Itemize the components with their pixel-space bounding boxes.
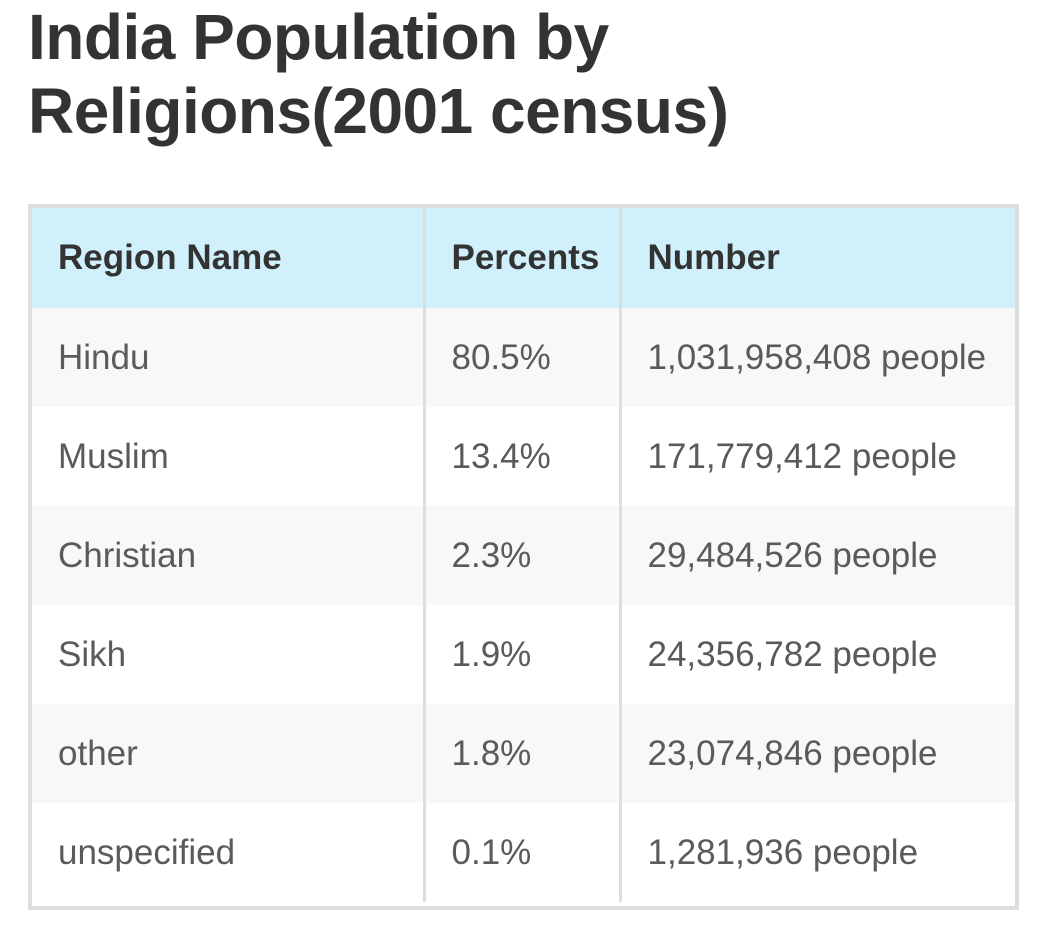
cell-number: 1,281,936 people xyxy=(647,832,919,872)
cell-percent: 13.4% xyxy=(424,407,622,506)
cell-number: 23,074,846 people xyxy=(647,733,938,773)
table-row: Christian 2.3% 29,484,526 people xyxy=(32,506,1015,605)
cell-region-name: unspecified xyxy=(32,803,426,902)
cell-percent: 1.8% xyxy=(424,704,622,803)
page-title-line-1: India Population by xyxy=(28,1,609,73)
column-header-percents: Percents xyxy=(424,208,622,308)
cell-number: 29,484,526 people xyxy=(647,535,938,575)
religion-population-table: Region Name Percents Number Hindu 80.5% … xyxy=(28,204,1019,910)
cell-number: 171,779,412 people xyxy=(647,436,957,476)
data-table: Region Name Percents Number Hindu 80.5% … xyxy=(32,208,1015,902)
page-title: India Population by Religions(2001 censu… xyxy=(28,0,1028,148)
cell-number: 1,031,958,408 people xyxy=(647,337,987,377)
table-header-row: Region Name Percents Number xyxy=(32,208,1015,308)
table-row: unspecified 0.1% 1,281,936 people xyxy=(32,803,1015,902)
column-header-number: Number xyxy=(647,238,780,277)
cell-percent: 1.9% xyxy=(424,605,622,704)
page-title-line-2: Religions(2001 census) xyxy=(28,75,729,147)
cell-percent: 0.1% xyxy=(424,803,622,902)
column-header-region-name: Region Name xyxy=(32,208,426,308)
cell-region-name: other xyxy=(32,704,426,803)
cell-percent: 80.5% xyxy=(424,308,622,407)
cell-region-name: Muslim xyxy=(32,407,426,506)
cell-region-name: Sikh xyxy=(32,605,426,704)
cell-percent: 2.3% xyxy=(424,506,622,605)
table-row: other 1.8% 23,074,846 people xyxy=(32,704,1015,803)
table-row: Hindu 80.5% 1,031,958,408 people xyxy=(32,308,1015,407)
table-row: Sikh 1.9% 24,356,782 people xyxy=(32,605,1015,704)
cell-number: 24,356,782 people xyxy=(647,634,938,674)
table-row: Muslim 13.4% 171,779,412 people xyxy=(32,407,1015,506)
cell-region-name: Hindu xyxy=(32,308,426,407)
cell-region-name: Christian xyxy=(32,506,426,605)
